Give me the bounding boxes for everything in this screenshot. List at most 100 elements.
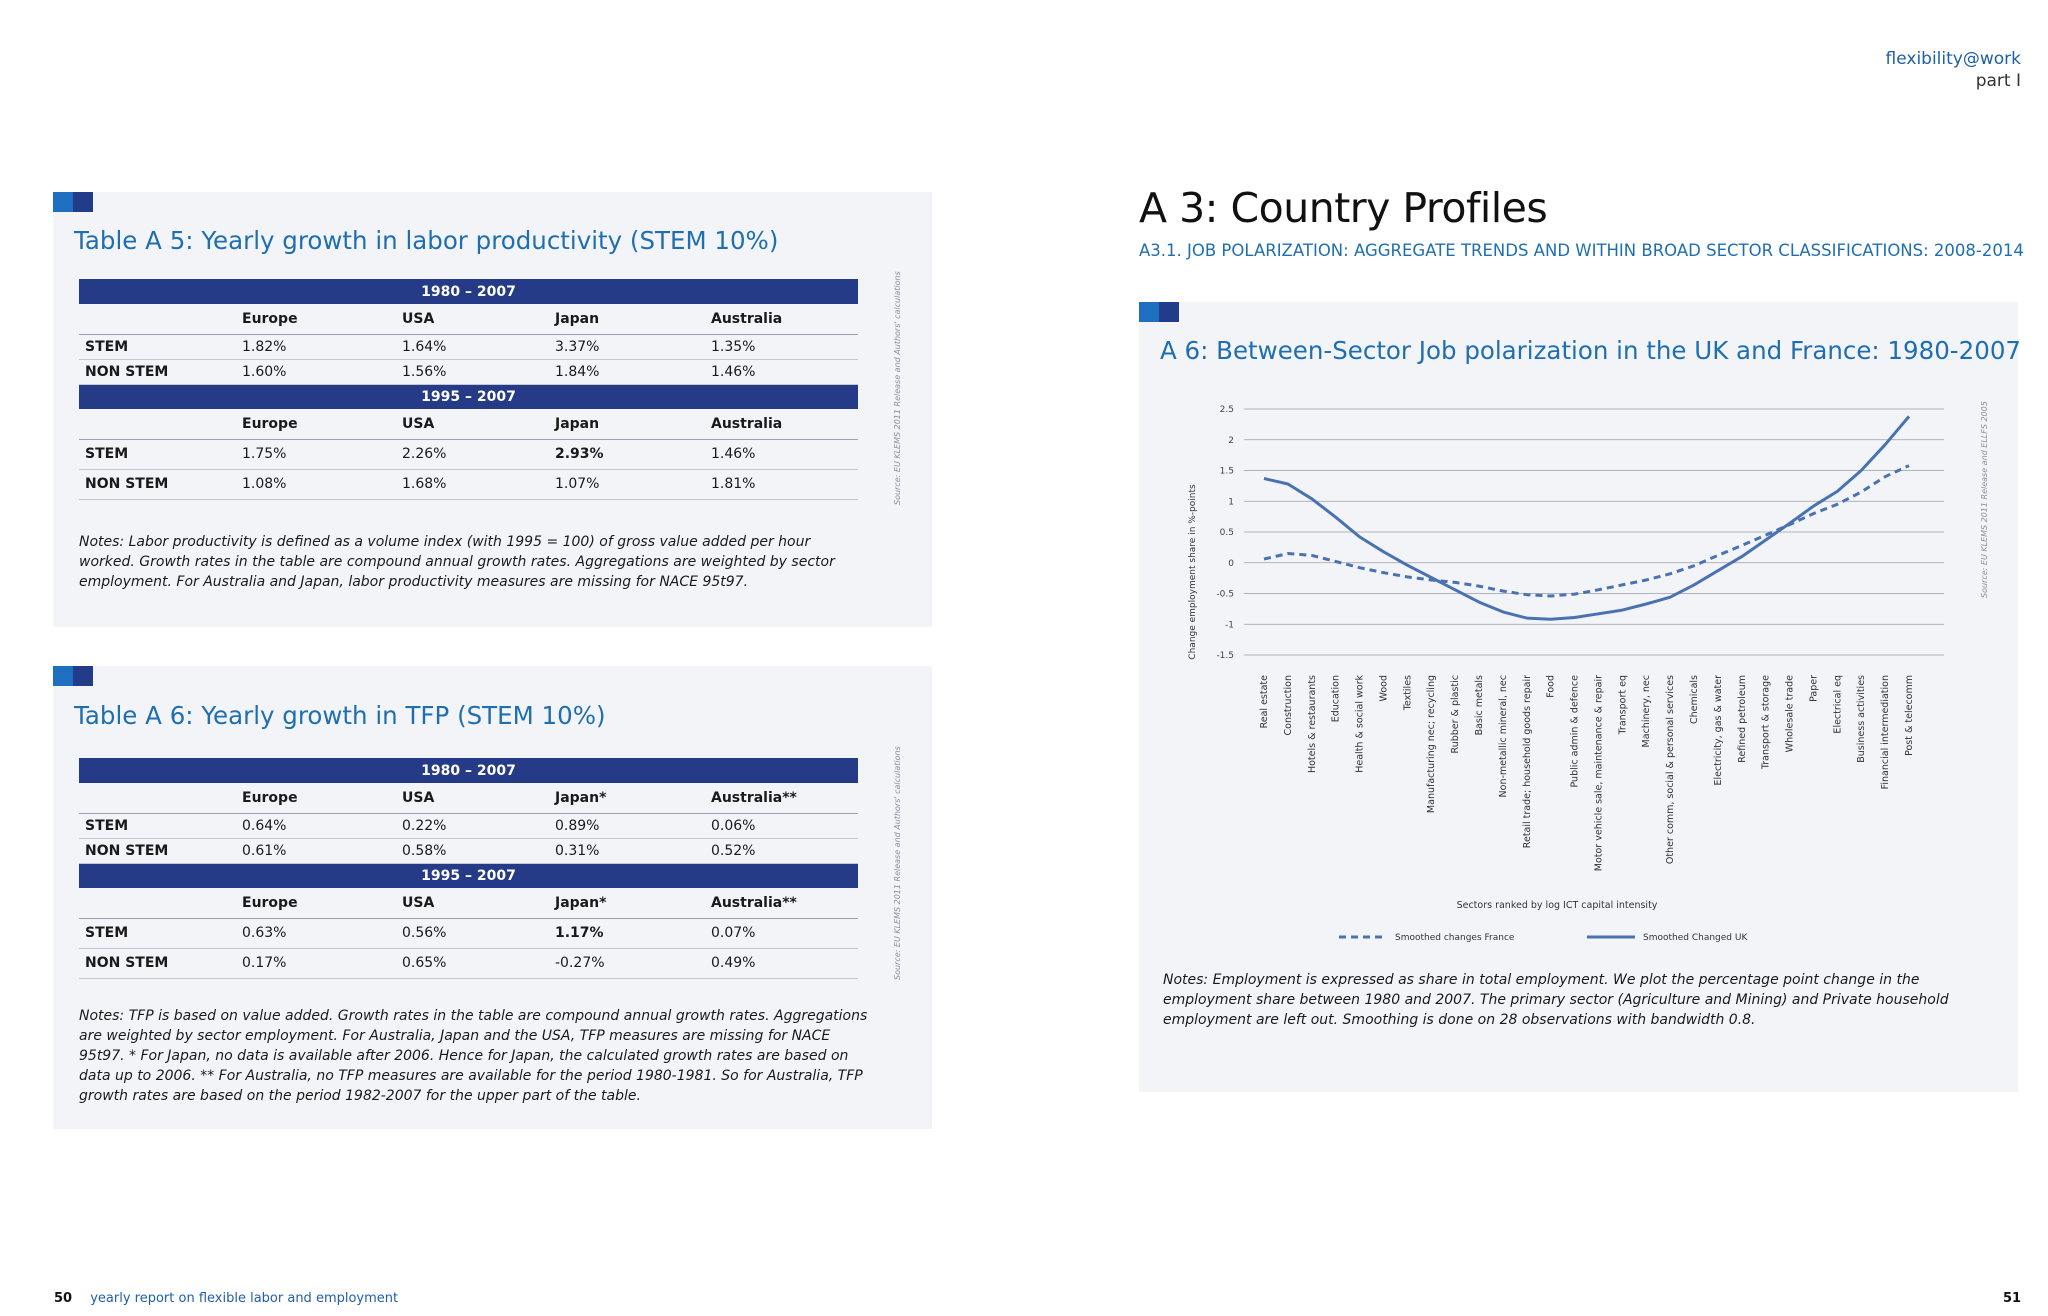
column-header: Japan* [549, 783, 705, 814]
y-tick-label: -1.5 [1216, 651, 1234, 661]
column-header: Europe [236, 783, 396, 814]
header-spacer [79, 409, 236, 440]
column-header: Australia** [705, 783, 859, 814]
y-tick-label: -1 [1225, 620, 1234, 630]
x-tick-label: Public admin & defence [1570, 675, 1581, 788]
column-header: Europe [236, 888, 396, 919]
figure-a6-notes: Notes: Employment is expressed as share … [1163, 972, 1949, 1028]
table-cell: 0.22% [396, 813, 549, 839]
header-spacer [79, 304, 236, 335]
column-header: USA [396, 304, 549, 335]
x-tick-label: Wood [1378, 675, 1389, 702]
table-cell: 0.61% [236, 838, 396, 864]
table-cell: 0.49% [705, 948, 859, 979]
x-tick-label: Wholesale trade [1785, 675, 1796, 752]
chart-legend: Smoothed changes France Smoothed Changed … [1339, 933, 1748, 943]
row-label: STEM [79, 918, 236, 949]
table-a6: 1980 – 2007 Europe USA Japan* Australia** STE… [79, 758, 859, 979]
table-row: STEM 1.75% 2.26% 2.93% 1.46% [79, 439, 859, 470]
table-a6-title: Table A 6: Yearly growth in TFP (STEM 10… [74, 701, 606, 730]
chart-y-ticks: 2.5 2 1.5 1 0.5 0 -0.5 -1 -1.5 [1216, 405, 1234, 661]
footer-left: 50 yearly report on flexible labor and e… [54, 1291, 398, 1306]
legend-label: Smoothed changes France [1395, 933, 1515, 943]
table-row: STEM 0.64% 0.22% 0.89% 0.06% [79, 813, 859, 839]
table-cell: 0.52% [705, 838, 859, 864]
table-cell: 3.37% [549, 334, 705, 360]
period-band: 1995 – 2007 [79, 384, 859, 409]
chart-gridlines [1244, 408, 1944, 656]
y-tick-label: 1.5 [1220, 467, 1234, 477]
x-tick-label: Hotels & restaurants [1307, 675, 1318, 773]
header-spacer [79, 888, 236, 919]
chart-x-ticks: Real estate Construction Hotels & restaura… [1259, 675, 1915, 872]
column-header: Europe [236, 409, 396, 440]
page-number-left: 50 [54, 1291, 73, 1306]
row-label: NON STEM [79, 838, 236, 864]
table-a5-body: 1980 – 2007 Europe USA Japan Australia STEM 1.… [79, 279, 859, 500]
column-header: USA [396, 409, 549, 440]
table-cell: 0.07% [705, 918, 859, 949]
table-a5: 1980 – 2007 Europe USA Japan Australia STEM 1.… [79, 279, 859, 500]
table-cell: 0.31% [549, 838, 705, 864]
table-cell: 1.68% [396, 469, 549, 500]
table-cell: 0.06% [705, 813, 859, 839]
section-title: A 3: Country Profiles [1139, 184, 1548, 232]
row-label: STEM [79, 813, 236, 839]
row-label: NON STEM [79, 359, 236, 385]
column-header: Japan [549, 304, 705, 335]
section-marker-icon [53, 192, 93, 212]
x-tick-label: Chemicals [1689, 675, 1700, 724]
table-cell: 0.63% [236, 918, 396, 949]
section-marker-icon [1139, 302, 1179, 322]
row-label: STEM [79, 334, 236, 360]
row-label: NON STEM [79, 469, 236, 500]
chart-x-axis-label: Sectors ranked by log ICT capital intens… [1457, 900, 1658, 911]
row-label: NON STEM [79, 948, 236, 979]
footer-title: yearly report on flexible labor and empl… [90, 1291, 399, 1306]
period-label: 1980 – 2007 [79, 758, 859, 783]
period-label: 1980 – 2007 [79, 279, 859, 304]
table-cell: 2.93% [549, 439, 705, 470]
legend-label: Smoothed Changed UK [1643, 933, 1748, 943]
column-header-row: Europe USA Japan Australia [79, 409, 859, 440]
table-cell: 0.64% [236, 813, 396, 839]
y-tick-label: 2 [1228, 436, 1234, 446]
x-tick-label: Transport eq [1617, 675, 1628, 735]
x-tick-label: Electricity, gas & water [1713, 675, 1724, 786]
table-a5-notes: Notes: Labor productivity is defined as … [79, 534, 835, 590]
part-label: part I [1975, 71, 2021, 91]
table-cell: 1.56% [396, 359, 549, 385]
y-tick-label: 0.5 [1220, 528, 1234, 538]
row-label: STEM [79, 439, 236, 470]
figure-a6-panel [1139, 302, 2018, 1092]
figure-a6-source: Source: EU KLEMS 2011 Release and ELLFS … [1980, 401, 1989, 598]
x-tick-label: Paper [1808, 675, 1819, 702]
column-header: USA [396, 783, 549, 814]
table-a6-body: 1980 – 2007 Europe USA Japan* Australia** STE… [79, 758, 859, 979]
x-tick-label: Electrical eq [1832, 675, 1843, 734]
table-cell: 0.58% [396, 838, 549, 864]
column-header: Australia [705, 409, 859, 440]
x-tick-label: Retail trade; household goods repair [1522, 675, 1533, 848]
column-header: Japan* [549, 888, 705, 919]
x-tick-label: Transport & storage [1761, 675, 1772, 770]
column-header-row: Europe USA Japan* Australia** [79, 783, 859, 814]
figure-a6-title: A 6: Between-Sector Job polarization in … [1160, 336, 2021, 365]
table-a6-notes: Notes: TFP is based on value added. Grow… [79, 1008, 868, 1104]
table-cell: 1.75% [236, 439, 396, 470]
table-cell: 1.35% [705, 334, 859, 360]
table-cell: 0.65% [396, 948, 549, 979]
x-tick-label: Machinery, nec [1641, 675, 1652, 747]
brand-name: flexibility@work [1885, 49, 2021, 69]
table-row: NON STEM 1.08% 1.68% 1.07% 1.81% [79, 469, 859, 500]
table-cell: 1.60% [236, 359, 396, 385]
table-cell: 1.64% [396, 334, 549, 360]
table-cell: 1.84% [549, 359, 705, 385]
x-tick-label: Manufacturing nec; recycling [1426, 675, 1437, 813]
table-a5-title: Table A 5: Yearly growth in labor produc… [74, 226, 779, 255]
table-row: NON STEM 1.60% 1.56% 1.84% 1.46% [79, 359, 859, 385]
table-row: STEM 1.82% 1.64% 3.37% 1.35% [79, 334, 859, 360]
table-cell: 1.82% [236, 334, 396, 360]
x-tick-label: Education [1331, 675, 1342, 722]
footer-right: 51 [2003, 1291, 2021, 1306]
